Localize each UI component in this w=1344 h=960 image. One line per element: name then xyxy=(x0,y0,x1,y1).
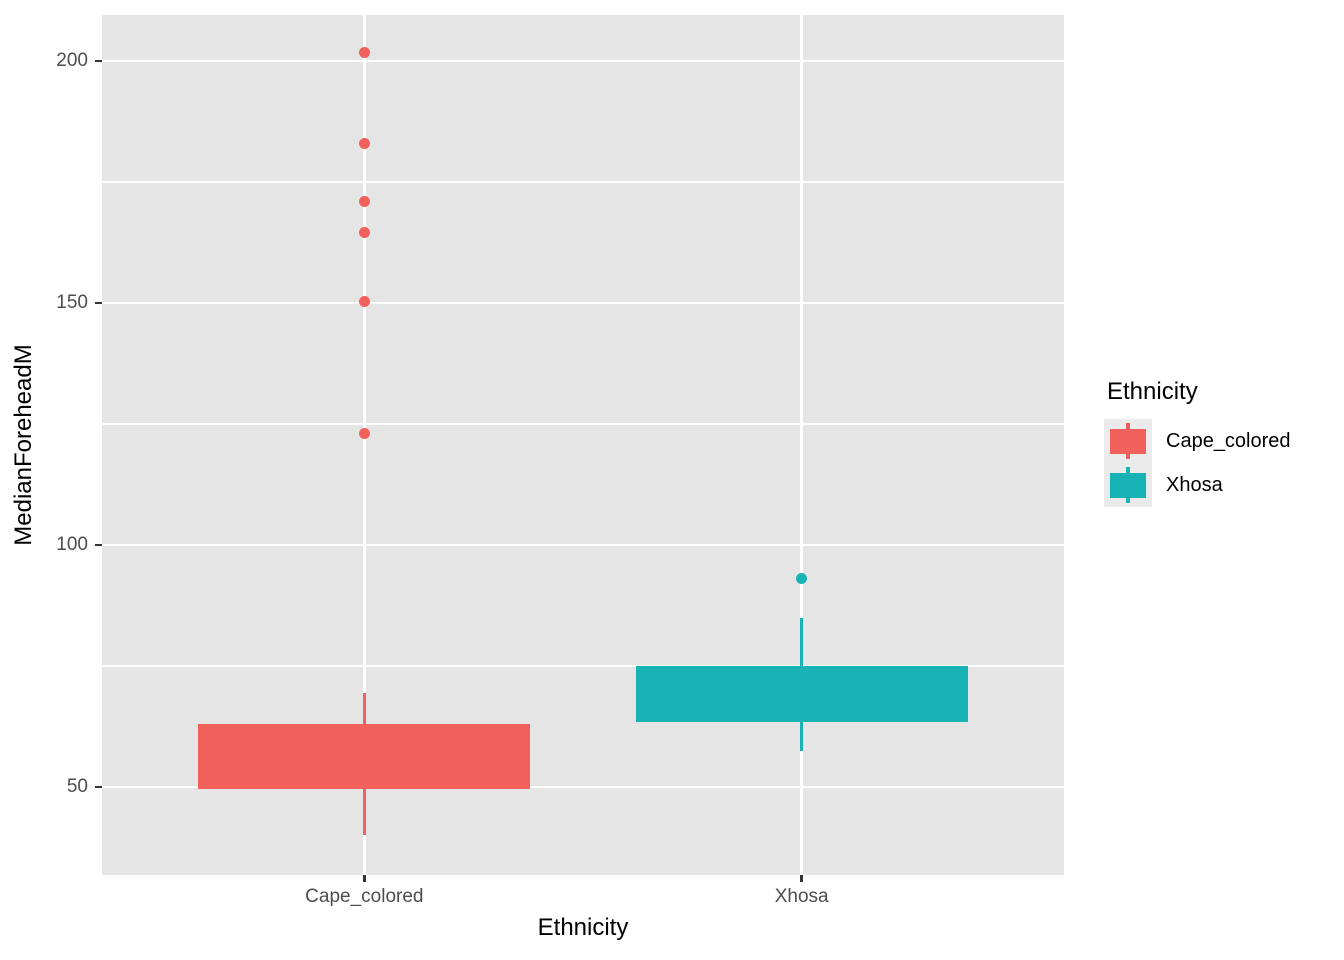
box-Cape_colored xyxy=(198,724,531,790)
legend-item-Cape_colored: Cape_colored xyxy=(1104,419,1344,463)
legend-key-boxplot-glyph-icon xyxy=(1104,463,1152,507)
gridline-minor-y-175 xyxy=(102,181,1064,183)
outlier-Xhosa-93 xyxy=(796,573,808,585)
y-tick-mark-200 xyxy=(95,59,102,63)
legend-item-label: Xhosa xyxy=(1166,474,1223,496)
gridline-major-y-50 xyxy=(102,785,1064,789)
legend-key-box xyxy=(1110,473,1146,498)
y-tick-label-50: 50 xyxy=(66,775,88,797)
x-tick-mark-Cape_colored xyxy=(363,875,366,882)
gridline-major-y-200 xyxy=(102,59,1064,63)
legend-key-box xyxy=(1110,429,1146,454)
outlier-Cape_colored-123 xyxy=(358,428,370,440)
legend-items: Cape_colored Xhosa xyxy=(1104,419,1344,507)
outlier-Cape_colored-150.3 xyxy=(358,296,370,307)
y-tick-mark-150 xyxy=(95,301,102,305)
legend-item-label: Cape_colored xyxy=(1166,430,1291,452)
outlier-Cape_colored-171 xyxy=(358,195,370,207)
gridline-major-x-Cape_colored xyxy=(363,15,366,875)
legend-item-Xhosa: Xhosa xyxy=(1104,463,1344,507)
y-tick-label-150: 150 xyxy=(56,291,88,313)
box-Xhosa xyxy=(635,665,968,722)
x-tick-mark-Xhosa xyxy=(800,875,803,882)
y-tick-label-100: 100 xyxy=(56,533,88,555)
gridline-major-y-100 xyxy=(102,543,1064,547)
legend: Ethnicity Cape_colored Xhosa xyxy=(1104,378,1344,507)
x-axis-title: Ethnicity xyxy=(537,914,629,941)
legend-title: Ethnicity xyxy=(1107,378,1198,405)
legend-key-boxplot-glyph-icon xyxy=(1104,419,1152,463)
y-tick-mark-50 xyxy=(95,785,102,789)
gridline-major-x-Xhosa xyxy=(800,15,803,875)
y-tick-mark-100 xyxy=(95,543,102,547)
outlier-Cape_colored-164.5 xyxy=(358,227,370,239)
x-tick-label-Cape_colored: Cape_colored xyxy=(305,886,424,907)
y-tick-label-200: 200 xyxy=(56,49,88,71)
x-tick-label-Xhosa: Xhosa xyxy=(774,886,829,907)
outlier-Cape_colored-183 xyxy=(358,137,370,149)
gridline-major-y-150 xyxy=(102,301,1064,305)
outlier-Cape_colored-201.7 xyxy=(358,47,370,59)
gridline-minor-y-75 xyxy=(102,665,1064,667)
gridline-minor-y-125 xyxy=(102,423,1064,425)
